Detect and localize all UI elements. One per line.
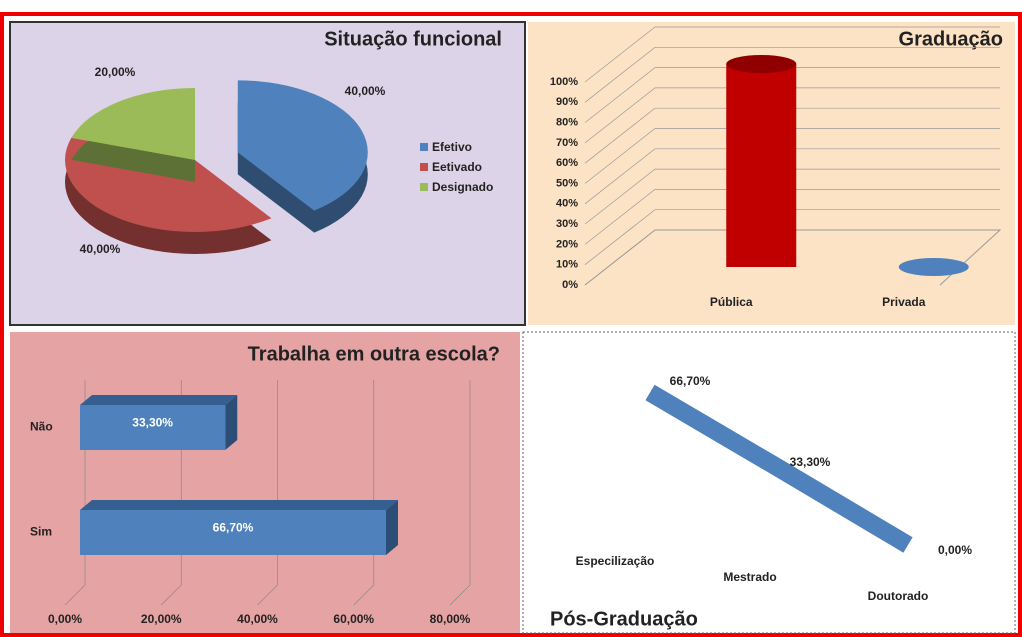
grid-line [584,148,1000,205]
grid-line [584,128,1000,184]
y-tick-label: 90% [556,96,578,108]
legend-label: Designado [432,180,493,194]
y-tick-label: Sim [30,525,52,539]
data-label: 0,00% [938,543,972,557]
grid-line [584,107,1000,164]
bar [80,510,386,555]
y-tick-label: 50% [556,177,578,189]
x-tick-label: Mestrado [723,570,776,584]
y-tick-label: 80% [556,117,578,129]
bar-side [385,500,398,555]
x-tick-label: 0,00% [48,612,82,626]
chart-title: Situação funcional [324,28,502,50]
pie-slice [237,80,368,211]
legend-swatch [420,183,428,191]
x-tick-label: Especilização [576,554,655,568]
data-label: 66,70% [670,374,711,388]
chart-title: Trabalha em outra escola? [248,343,500,365]
x-tick-label: Pública [710,295,753,309]
legend-label: Eetivado [432,160,482,174]
bar [80,405,226,450]
chart-title: Pós-Graduação [550,608,698,630]
x-tick-label: Privada [882,295,926,309]
data-label: 33,30% [790,455,831,469]
bar-side [225,395,238,450]
panel-4 [522,331,1016,634]
grid-line [584,168,1000,225]
bar-cap [898,258,969,276]
grid-line [257,380,278,606]
legend-swatch [420,163,428,171]
y-tick-label: 40% [556,198,578,210]
x-tick-label: 20,00% [141,612,182,626]
bar-cap [726,55,797,73]
y-tick-label: Não [30,420,53,434]
y-tick-label: 100% [550,76,578,88]
floor [584,229,1002,286]
grid-line [584,87,1000,144]
grid-line [584,67,1000,123]
data-label: 40,00% [345,84,386,98]
grid-line [584,46,1000,103]
data-label: 66,70% [213,521,254,535]
pie-slice [71,88,195,160]
x-tick-label: 80,00% [430,612,471,626]
bar [726,64,797,267]
y-tick-label: 70% [556,137,578,149]
legend-label: Efetivo [432,140,472,154]
x-tick-label: Doutorado [868,589,929,603]
data-label: 40,00% [80,242,121,256]
grid-line [584,209,1000,265]
y-tick-label: 60% [556,157,578,169]
y-tick-label: 0% [562,279,578,291]
grid-line [353,380,375,606]
line [645,384,913,553]
x-tick-label: 60,00% [333,612,374,626]
bar-top [80,500,398,510]
panel-3 [10,332,520,633]
bar-top [80,395,238,405]
y-tick-label: 20% [556,238,578,250]
grid-line [584,189,1000,245]
x-tick-label: 40,00% [237,612,278,626]
grid-line [449,380,471,606]
y-tick-label: 10% [556,259,578,271]
data-label: 20,00% [95,65,136,79]
legend-swatch [420,143,428,151]
y-tick-label: 30% [556,218,578,230]
chart-title: Graduação [899,28,1003,50]
data-label: 33,30% [132,416,173,430]
grid-line [584,26,1000,83]
